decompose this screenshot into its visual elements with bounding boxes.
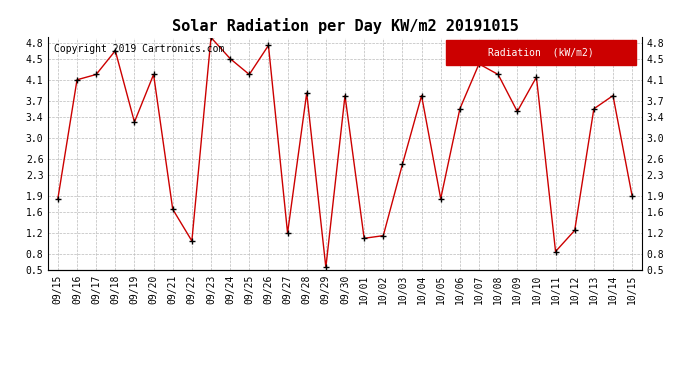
Text: Radiation  (kW/m2): Radiation (kW/m2)	[488, 48, 593, 58]
Text: Copyright 2019 Cartronics.com: Copyright 2019 Cartronics.com	[55, 45, 225, 54]
FancyBboxPatch shape	[446, 40, 635, 65]
Title: Solar Radiation per Day KW/m2 20191015: Solar Radiation per Day KW/m2 20191015	[172, 18, 518, 33]
